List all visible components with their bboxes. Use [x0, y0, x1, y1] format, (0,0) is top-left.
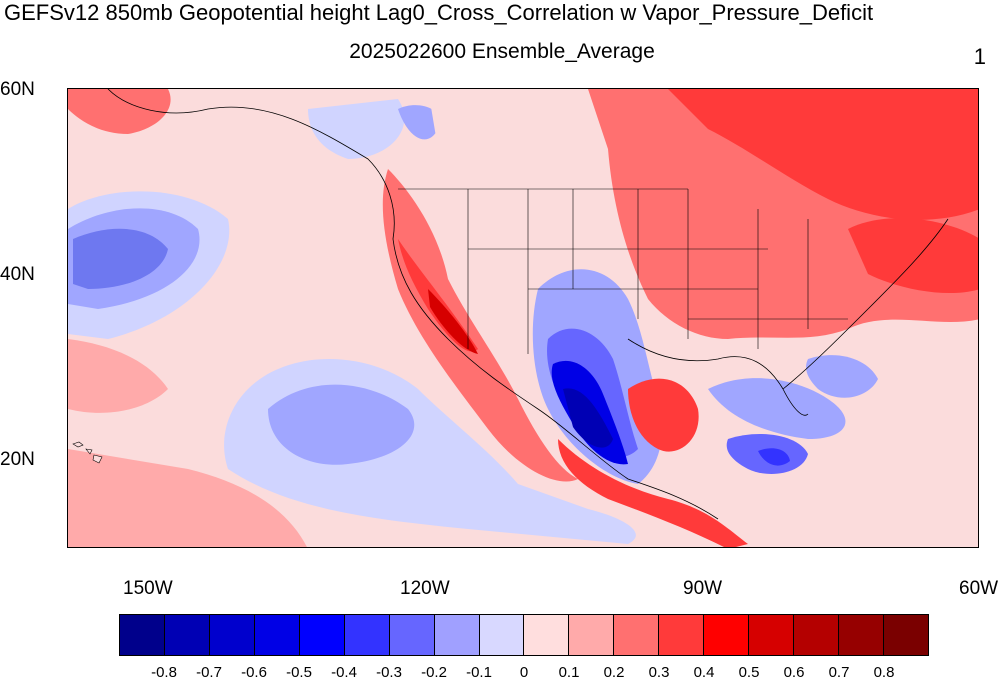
colorbar-swatch [120, 615, 165, 655]
colorbar-tick-label: 0.5 [738, 664, 760, 681]
lat-label-60n: 60N [0, 79, 35, 100]
colorbar-swatch [704, 615, 750, 655]
figure-subtitle: 2025022600 Ensemble_Average [349, 40, 655, 63]
colorbar-swatch [254, 615, 300, 655]
colorbar-tick-label: 0.4 [693, 664, 715, 681]
colorbar-tick-label: -0.3 [376, 664, 402, 681]
colorbar-tick-label: 0.1 [558, 664, 580, 681]
colorbar-swatch [389, 615, 435, 655]
colorbar-swatch [614, 615, 660, 655]
lon-label-90w: 90W [683, 578, 723, 599]
lon-label-150w: 150W [123, 578, 173, 599]
colorbar-swatch [794, 615, 839, 655]
colorbar-swatch [659, 615, 705, 655]
colorbar-swatch [524, 615, 570, 655]
colorbar-tick-label: 0.7 [828, 664, 850, 681]
colorbar-tick-label: 0.6 [783, 664, 805, 681]
colorbar-tick-label: -0.5 [286, 664, 312, 681]
colorbar-swatch [344, 615, 390, 655]
colorbar-tick-label: -0.2 [421, 664, 447, 681]
colorbar-swatch [479, 615, 525, 655]
figure-title: GEFSv12 850mb Geopotential height Lag0_C… [4, 0, 874, 25]
colorbar-tick-label: -0.8 [151, 664, 177, 681]
colorbar-swatch [209, 615, 255, 655]
lat-label-20n: 20N [0, 449, 35, 470]
colorbar-swatch [569, 615, 615, 655]
colorbar-swatch [164, 615, 210, 655]
colorbar-swatch [749, 615, 795, 655]
lon-label-60w: 60W [959, 578, 999, 599]
lon-label-120w: 120W [400, 578, 450, 599]
colorbar-tick-label: 0 [519, 664, 529, 681]
colorbar-tick-label: 0.2 [603, 664, 625, 681]
lat-label-40n: 40N [0, 264, 35, 285]
colorbar [119, 614, 929, 656]
colorbar-tick-label: -0.1 [466, 664, 492, 681]
colorbar-tick-label: -0.4 [331, 664, 357, 681]
colorbar-tick-label: 0.3 [648, 664, 670, 681]
colorbar-swatch [839, 615, 884, 655]
colorbar-tick-label: 0.8 [873, 664, 895, 681]
correlation-map [67, 88, 979, 548]
colorbar-swatch [434, 615, 480, 655]
colorbar-swatch [299, 615, 345, 655]
colorbar-tick-label: -0.6 [241, 664, 267, 681]
colorbar-tick-label: -0.7 [196, 664, 222, 681]
corner-label: 1 [973, 44, 986, 69]
colorbar-swatch [883, 615, 928, 655]
